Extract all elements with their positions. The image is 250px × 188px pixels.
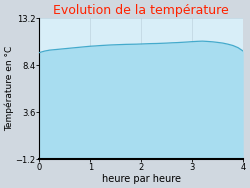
Title: Evolution de la température: Evolution de la température bbox=[54, 4, 229, 17]
Y-axis label: Température en °C: Température en °C bbox=[4, 46, 14, 131]
X-axis label: heure par heure: heure par heure bbox=[102, 174, 181, 184]
